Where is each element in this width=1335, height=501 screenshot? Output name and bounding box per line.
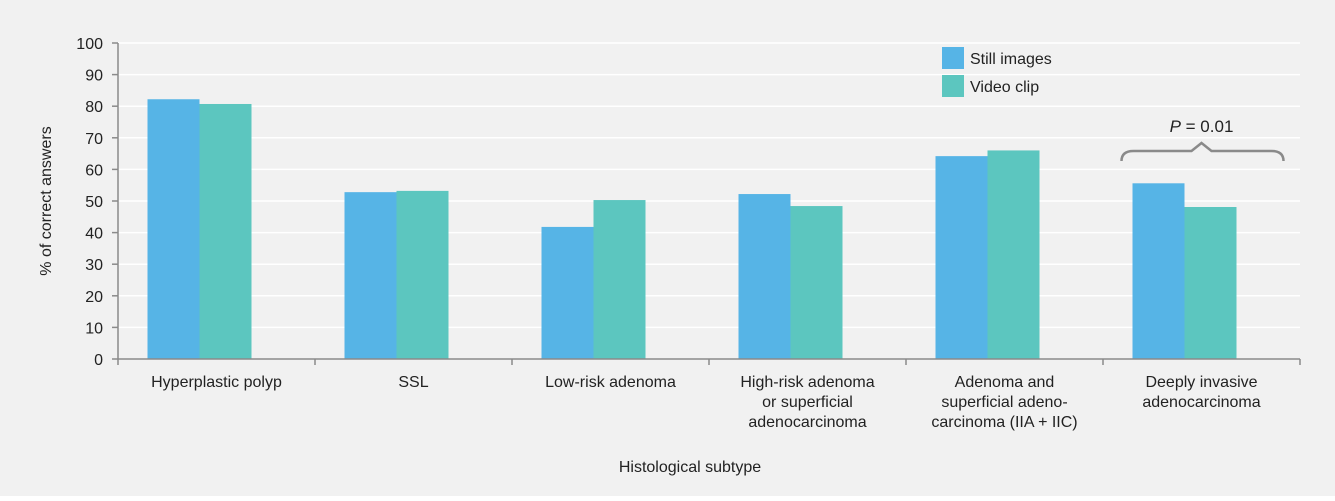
legend-swatch-1 (942, 47, 964, 69)
bar-still-images-2 (344, 192, 397, 359)
y-tick-label: 80 (85, 99, 103, 116)
legend-label: Video clip (970, 79, 1039, 96)
significance-annotation: P = 0.01 (1120, 117, 1285, 162)
significance-bracket (1120, 141, 1285, 162)
y-tick-label: 40 (85, 226, 103, 243)
x-category-label-line: superficial adeno- (941, 394, 1067, 411)
x-category-label-line: adenocarcinoma (748, 414, 866, 431)
x-category-label: High-risk adenoma or superficial adenocarc… (740, 374, 874, 431)
axes (112, 42, 1301, 365)
bar-video-clip-6 (1184, 207, 1237, 359)
legend-swatch-2 (942, 75, 964, 97)
y-tick-label: 60 (85, 162, 103, 179)
y-tick-label: 100 (76, 36, 103, 53)
y-tick-label: 30 (85, 257, 103, 274)
x-category-label: Deeply invasive adenocarcinoma (1142, 374, 1260, 411)
bar-still-images-6 (1132, 183, 1185, 359)
x-category-label: Low-risk adenoma (545, 374, 676, 391)
x-category-label-line: or superficial (762, 394, 853, 411)
bar-video-clip-4 (790, 206, 843, 359)
y-tick-label: 0 (94, 352, 103, 369)
bar-video-clip-1 (199, 103, 252, 359)
legend-label: Still images (970, 51, 1052, 68)
bar-video-clip-5 (987, 150, 1040, 359)
p-value-label: P = 0.01 (1170, 117, 1234, 136)
x-category-label-line: carcinoma (IIA + IIC) (931, 414, 1077, 431)
x-category-label-line: Adenoma and (955, 374, 1055, 391)
bar-still-images-4 (738, 194, 791, 359)
x-category-labels: Hyperplastic polyp SSL Low-risk adenoma Hig… (151, 374, 1261, 431)
y-tick-label: 10 (85, 320, 103, 337)
bar-still-images-3 (541, 226, 594, 359)
x-category-label-line: SSL (398, 374, 428, 391)
x-category-label-line: High-risk adenoma (740, 374, 874, 391)
x-category-label-line: Deeply invasive (1145, 374, 1257, 391)
bar-still-images-5 (935, 156, 988, 359)
x-axis-title: Histological subtype (619, 459, 761, 476)
x-category-label-line: Low-risk adenoma (545, 374, 676, 391)
p-value-text: = 0.01 (1181, 117, 1233, 136)
bars (147, 99, 1237, 360)
y-tick-label: 70 (85, 131, 103, 148)
bar-still-images-1 (147, 99, 200, 360)
bar-video-clip-3 (593, 200, 646, 359)
bar-video-clip-2 (396, 190, 449, 359)
legend: Still images Video clip (942, 47, 1052, 97)
x-category-label-line: Hyperplastic polyp (151, 374, 282, 391)
y-tick-labels: 0 10 20 30 40 50 60 70 80 90 100 (76, 36, 103, 369)
y-tick-label: 50 (85, 194, 103, 211)
x-category-label-line: adenocarcinoma (1142, 394, 1260, 411)
y-axis-title: % of correct answers (38, 126, 55, 275)
x-category-label: Hyperplastic polyp (151, 374, 282, 391)
p-value-symbol: P (1170, 117, 1182, 136)
gridlines (118, 42, 1300, 329)
y-tick-label: 20 (85, 289, 103, 306)
y-tick-label: 90 (85, 68, 103, 85)
x-category-label: Adenoma and superficial adeno-carcinoma (… (931, 374, 1077, 431)
x-category-label: SSL (398, 374, 428, 391)
